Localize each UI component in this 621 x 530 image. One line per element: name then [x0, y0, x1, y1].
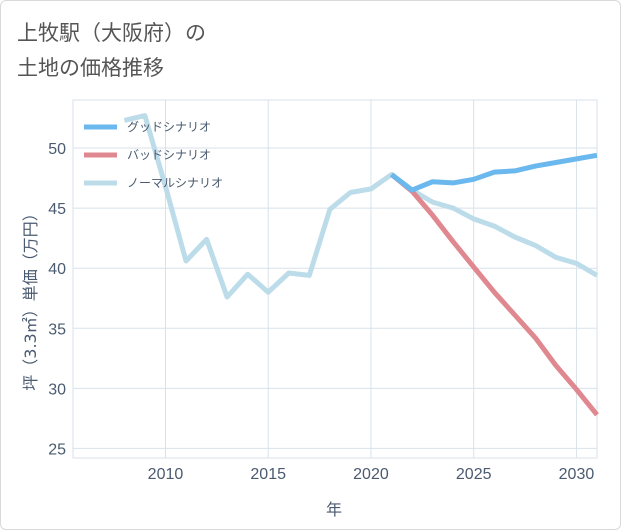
x-tick-label: 2025 [456, 466, 492, 483]
legend-item-normal[interactable]: ノーマルシナリオ [84, 176, 223, 190]
series-lines [123, 113, 599, 417]
title-line-1: 上牧駅（大阪府）の [17, 21, 206, 45]
y-tick-label: 25 [48, 441, 66, 458]
y-axis-label: 坪（3.3㎡）単価（万円） [21, 205, 40, 390]
series-line-good [389, 152, 598, 193]
legend-label-normal: ノーマルシナリオ [127, 176, 223, 190]
x-tick-label: 2010 [148, 466, 184, 483]
x-axis-label: 年 [326, 500, 342, 519]
series-line-bad [389, 172, 599, 417]
grid [72, 99, 598, 459]
legend-item-good[interactable]: グッドシナリオ [84, 120, 211, 134]
y-tick-label: 30 [48, 381, 66, 398]
legend-label-good: グッドシナリオ [127, 120, 211, 134]
title-line-2: 土地の価格推移 [17, 56, 164, 80]
y-tick-label: 50 [48, 141, 66, 158]
y-tick-label: 40 [48, 261, 66, 278]
legend-label-bad: バッドシナリオ [127, 148, 211, 162]
y-tick-label: 35 [48, 321, 66, 338]
legend-item-bad[interactable]: バッドシナリオ [84, 148, 211, 162]
series-line-normal [123, 113, 599, 300]
plot-area [72, 99, 598, 459]
x-tick-label: 2020 [353, 466, 389, 483]
x-tick-label: 2030 [559, 466, 595, 483]
x-tick-label: 2015 [250, 466, 286, 483]
y-tick-label: 45 [48, 201, 66, 218]
chart-title: 上牧駅（大阪府）の 土地の価格推移 [17, 16, 206, 86]
tick-labels: 2010 2015 2020 2025 2030 25 30 35 40 45 50 [48, 141, 594, 483]
